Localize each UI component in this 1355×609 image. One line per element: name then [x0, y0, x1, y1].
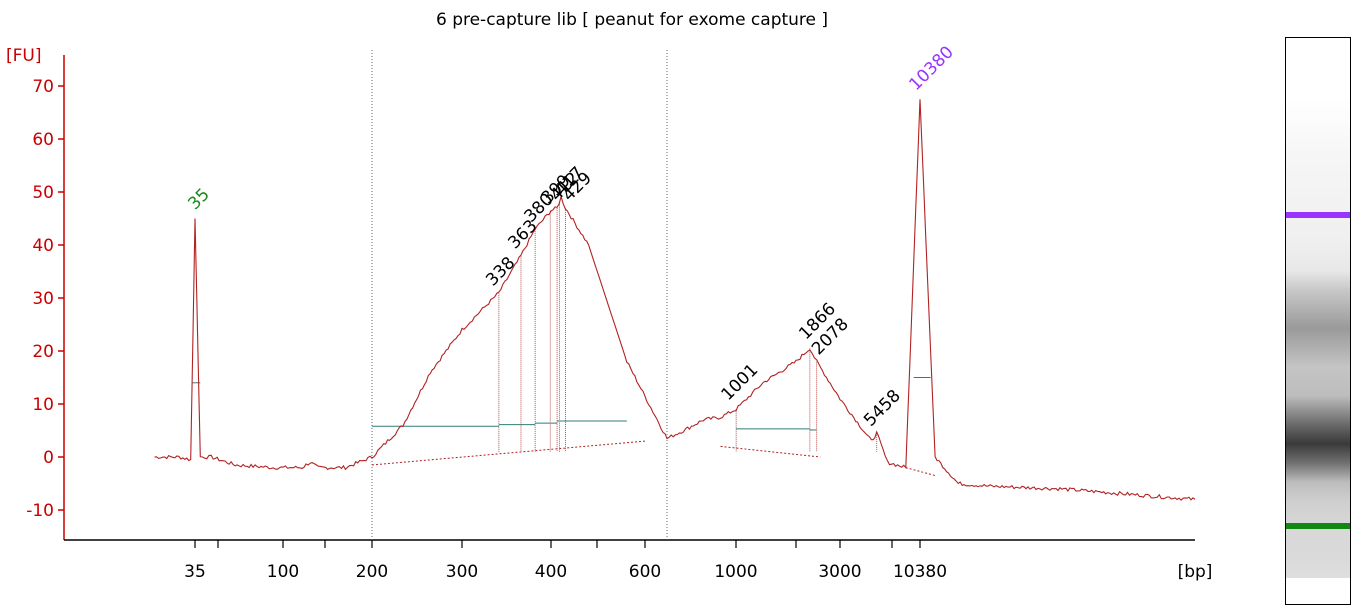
y-tick-label: -10	[26, 501, 54, 521]
y-tick-label: 50	[32, 183, 54, 203]
y-tick-label: 20	[32, 342, 54, 362]
peak-label: 5458	[860, 386, 905, 431]
integration-baseline	[720, 445, 821, 458]
x-tick-label: 300	[446, 562, 478, 582]
integration-baseline	[371, 440, 646, 466]
y-axis-label: [FU]	[6, 46, 42, 66]
y-tick-label: 70	[32, 77, 54, 97]
chart-title: 6 pre-capture lib [ peanut for exome cap…	[436, 10, 828, 30]
x-tick-label: 35	[184, 562, 206, 582]
x-tick-label: 600	[629, 562, 661, 582]
peak-label: 35	[184, 185, 213, 214]
electropherogram-chart: 6 pre-capture lib [ peanut for exome cap…	[6, 10, 1213, 582]
peak-label: 1001	[718, 360, 763, 405]
y-tick-label: 40	[32, 236, 54, 256]
y-tick-label: 0	[43, 448, 54, 468]
x-tick-label: 100	[267, 562, 299, 582]
x-tick-label: 200	[356, 562, 388, 582]
x-tick-label: 3000	[818, 562, 861, 582]
gel-lane	[1286, 98, 1350, 578]
gel-lower-marker-band	[1286, 522, 1350, 529]
x-tick-label: 10380	[893, 562, 947, 582]
gel-image-panel	[1285, 37, 1351, 605]
x-axis-label: [bp]	[1178, 562, 1213, 582]
y-tick-label: 10	[32, 395, 54, 415]
y-tick-label: 60	[32, 130, 54, 150]
gel-upper-marker-band	[1286, 212, 1350, 219]
integration-baseline	[905, 467, 936, 477]
peak-label: 338	[482, 253, 519, 290]
electropherogram-trace	[154, 99, 1196, 501]
y-tick-label: 30	[32, 289, 54, 309]
x-tick-label: 1000	[714, 562, 757, 582]
x-tick-label: 400	[535, 562, 567, 582]
peak-label: 10380	[905, 42, 957, 94]
